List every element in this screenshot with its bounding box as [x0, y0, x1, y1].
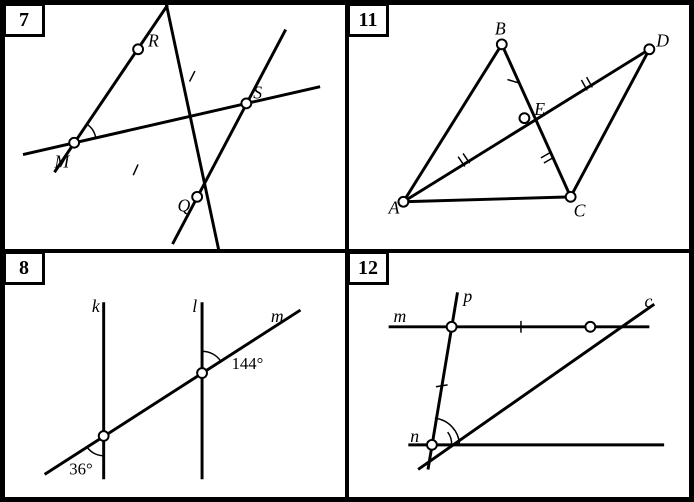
- label-D: D: [655, 30, 669, 50]
- label-l: l: [192, 296, 197, 316]
- panel-7-figure: M R S Q: [5, 5, 345, 249]
- panel-7: 7 M R: [3, 3, 347, 251]
- label-R: R: [147, 30, 159, 50]
- label-S: S: [253, 82, 262, 102]
- panel-12: 12 m p: [347, 251, 691, 499]
- label-k: k: [92, 296, 101, 316]
- panel-grid: 7 M R: [0, 0, 694, 502]
- panel-8-figure: k l m 36° 144°: [5, 253, 345, 497]
- panel-12-figure: m p c n: [349, 253, 689, 497]
- panel-11: 11: [347, 3, 691, 251]
- label-m: m: [271, 306, 284, 326]
- label-p12: p: [461, 286, 472, 306]
- label-B: B: [495, 19, 506, 39]
- label-M: M: [53, 151, 70, 171]
- label-144: 144°: [232, 354, 264, 373]
- label-Q: Q: [177, 196, 190, 216]
- panel-8: 8 k l m 36° 144°: [3, 251, 347, 499]
- panel-11-figure: A B C D E: [349, 5, 689, 249]
- label-n12: n: [410, 426, 419, 446]
- label-A: A: [388, 198, 400, 218]
- label-c12: c: [644, 291, 652, 311]
- label-C: C: [574, 201, 586, 221]
- label-36: 36°: [69, 459, 92, 478]
- label-E: E: [533, 99, 545, 119]
- label-m12: m: [394, 306, 407, 326]
